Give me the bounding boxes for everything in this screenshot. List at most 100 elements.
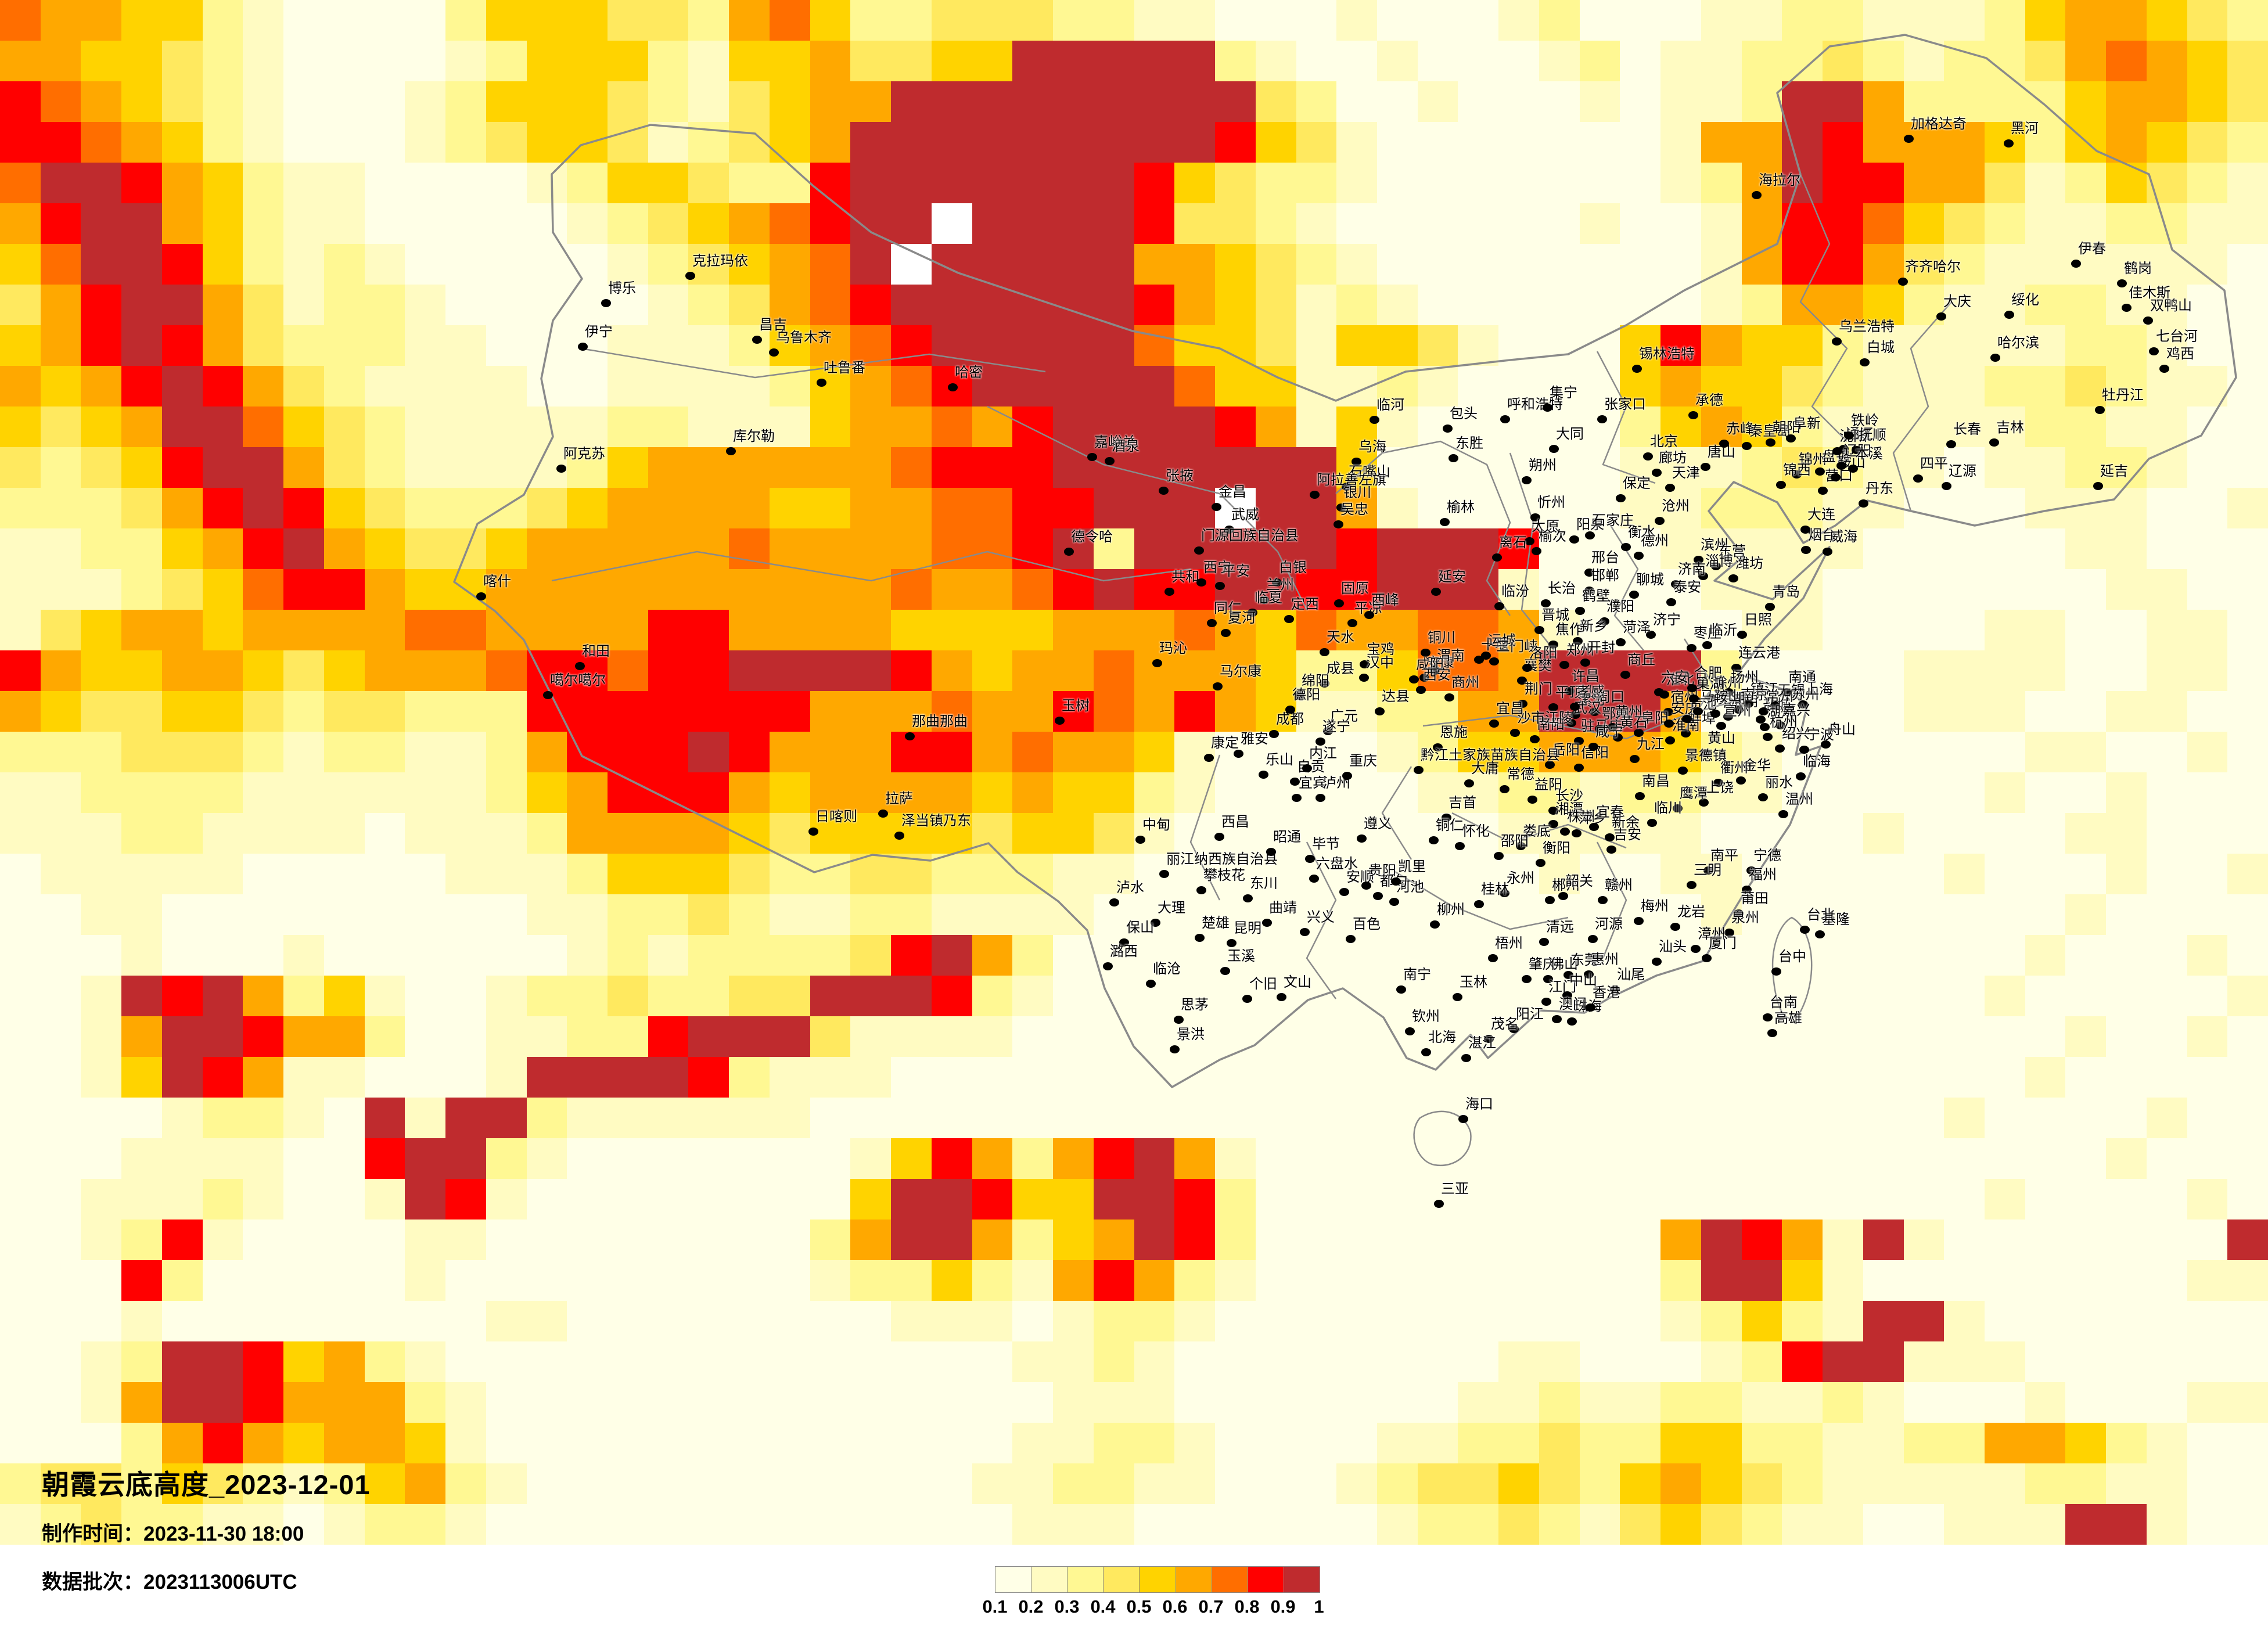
city-label: 北京 — [1650, 434, 1678, 449]
city-label: 朔州 — [1529, 458, 1557, 473]
city-dot-icon — [1494, 602, 1504, 610]
city-dot-icon — [1586, 1003, 1595, 1012]
city-dot-icon — [1221, 629, 1231, 637]
legend-tick: 1 — [1314, 1596, 1324, 1617]
boundary-line — [1413, 1110, 1472, 1167]
city-label: 晋城 — [1541, 607, 1569, 623]
city-dot-icon — [1799, 746, 1809, 754]
city-label: 海拉尔 — [1759, 172, 1800, 188]
city-dot-icon — [1242, 995, 1252, 1003]
city-dot-icon — [1572, 829, 1582, 837]
city-label: 锡林浩特 — [1639, 346, 1695, 362]
city-dot-icon — [1608, 723, 1618, 731]
city-dot-icon — [1990, 354, 2000, 362]
city-label: 镇江 — [1751, 681, 1778, 697]
boundary-line — [1189, 754, 1221, 901]
city-dot-icon — [1784, 706, 1794, 714]
city-label: 延安 — [1438, 569, 1466, 585]
city-dot-icon — [1334, 520, 1343, 528]
city-marker-layer: 喀什 和田 阿克苏 库尔勒 伊宁 博乐 克拉玛依 昌吉 乌鲁木齐 吐鲁番 哈密 嘉峪关 酒泉 张掖 金昌 武威… — [476, 117, 2198, 1208]
city-dot-icon — [1682, 715, 1692, 723]
city-dot-icon — [1758, 793, 1768, 801]
city-dot-icon — [1266, 848, 1276, 856]
city-label: 遵义 — [1364, 816, 1392, 832]
city-dot-icon — [1159, 487, 1169, 495]
boundary-line — [1596, 841, 1627, 959]
legend-tick: 0.4 — [1090, 1596, 1116, 1617]
boundary-line — [580, 347, 1046, 379]
city-label: 南通 — [1788, 670, 1816, 685]
city-label: 淄博 — [1705, 553, 1733, 569]
city-label: 湖州 — [1767, 704, 1795, 720]
city-label: 黄山 — [1708, 731, 1735, 746]
city-label: 本溪 — [1855, 446, 1883, 462]
city-label: 鹰潭 — [1680, 786, 1708, 801]
city-label: 杭州 — [1770, 714, 1798, 730]
city-dot-icon — [1635, 792, 1645, 800]
city-label: 成县 — [1327, 661, 1354, 677]
city-label: 宜春 — [1596, 804, 1624, 820]
city-label: 景洪 — [1177, 1027, 1205, 1042]
city-dot-icon — [1151, 919, 1160, 927]
city-dot-icon — [1152, 659, 1162, 667]
heatmap-row — [0, 894, 2268, 935]
city-dot-icon — [1494, 852, 1504, 860]
city-dot-icon — [1632, 365, 1642, 373]
city-dot-icon — [1724, 929, 1734, 937]
city-dot-icon — [1434, 1200, 1444, 1208]
produced-time-line: 制作时间：2023-11-30 18:00 — [42, 1517, 371, 1547]
city-label: 西宁 — [1203, 560, 1231, 575]
city-label: 鹤壁 — [1582, 588, 1610, 604]
city-label: 吉首 — [1448, 795, 1476, 811]
city-dot-icon — [1575, 607, 1585, 615]
city-dot-icon — [2159, 365, 2169, 373]
city-dot-icon — [1536, 859, 1545, 867]
city-dot-icon — [1565, 687, 1575, 695]
city-dot-icon — [1421, 1048, 1431, 1056]
legend-tick: 0.7 — [1198, 1596, 1224, 1617]
city-dot-icon — [1213, 682, 1223, 690]
city-dot-icon — [1801, 546, 1811, 554]
city-dot-icon — [1500, 785, 1509, 793]
city-label: 朝阳 — [1773, 420, 1800, 436]
city-dot-icon — [817, 379, 826, 387]
city-dot-icon — [1629, 591, 1639, 599]
city-dot-icon — [1852, 446, 1861, 454]
city-dot-icon — [1946, 440, 1956, 448]
city-dot-icon — [1320, 648, 1329, 656]
city-dot-icon — [1194, 546, 1204, 555]
heatmap-row — [0, 813, 2268, 854]
city-label: 大连 — [1807, 507, 1835, 523]
city-label: 凯里 — [1398, 859, 1426, 875]
city-label: 西安 — [1423, 667, 1451, 683]
city-dot-icon — [1832, 447, 1842, 455]
heatmap-row — [0, 366, 2268, 406]
city-label: 那曲那曲 — [912, 714, 968, 729]
city-label: 天津 — [1672, 465, 1700, 481]
city-dot-icon — [1621, 543, 1631, 551]
city-dot-icon — [1220, 967, 1230, 975]
city-label: 大庸 — [1471, 761, 1499, 776]
heatmap-row — [0, 1220, 2268, 1260]
city-dot-icon — [1522, 975, 1532, 983]
city-dot-icon — [1373, 892, 1383, 900]
city-label: 衡水 — [1628, 524, 1656, 540]
city-label: 个旧 — [1249, 976, 1277, 992]
city-label: 日喀则 — [815, 809, 857, 825]
city-label: 西昌 — [1221, 814, 1249, 830]
city-dot-icon — [1453, 993, 1462, 1001]
city-dot-icon — [1455, 842, 1465, 850]
city-label: 大庆 — [1943, 294, 1971, 310]
city-dot-icon — [1742, 442, 1752, 450]
city-label: 榆林 — [1447, 499, 1475, 515]
city-dot-icon — [1775, 721, 1785, 729]
city-dot-icon — [1248, 609, 1257, 617]
city-dot-icon — [1701, 463, 1710, 471]
city-dot-icon — [1342, 483, 1352, 491]
city-dot-icon — [1442, 814, 1451, 822]
city-dot-icon — [1204, 754, 1214, 762]
city-label: 石嘴山 — [1349, 464, 1390, 480]
city-dot-icon — [1548, 820, 1558, 828]
city-dot-icon — [1530, 513, 1540, 521]
boundary-line — [1306, 841, 1337, 999]
